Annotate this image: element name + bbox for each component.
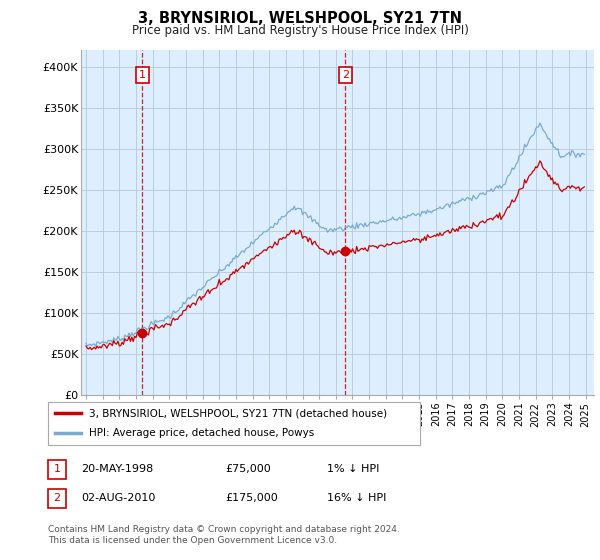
Text: £175,000: £175,000: [225, 493, 278, 503]
Text: 1: 1: [139, 70, 146, 80]
Text: 3, BRYNSIRIOL, WELSHPOOL, SY21 7TN: 3, BRYNSIRIOL, WELSHPOOL, SY21 7TN: [138, 11, 462, 26]
Text: 2: 2: [53, 493, 61, 503]
Text: Price paid vs. HM Land Registry's House Price Index (HPI): Price paid vs. HM Land Registry's House …: [131, 24, 469, 36]
Text: 02-AUG-2010: 02-AUG-2010: [81, 493, 155, 503]
Text: 1% ↓ HPI: 1% ↓ HPI: [327, 464, 379, 474]
Text: 1: 1: [53, 464, 61, 474]
Text: £75,000: £75,000: [225, 464, 271, 474]
Text: 3, BRYNSIRIOL, WELSHPOOL, SY21 7TN (detached house): 3, BRYNSIRIOL, WELSHPOOL, SY21 7TN (deta…: [89, 408, 387, 418]
Text: HPI: Average price, detached house, Powys: HPI: Average price, detached house, Powy…: [89, 428, 314, 438]
Text: 20-MAY-1998: 20-MAY-1998: [81, 464, 153, 474]
Text: 2: 2: [342, 70, 349, 80]
Text: Contains HM Land Registry data © Crown copyright and database right 2024.
This d: Contains HM Land Registry data © Crown c…: [48, 525, 400, 545]
Text: 16% ↓ HPI: 16% ↓ HPI: [327, 493, 386, 503]
